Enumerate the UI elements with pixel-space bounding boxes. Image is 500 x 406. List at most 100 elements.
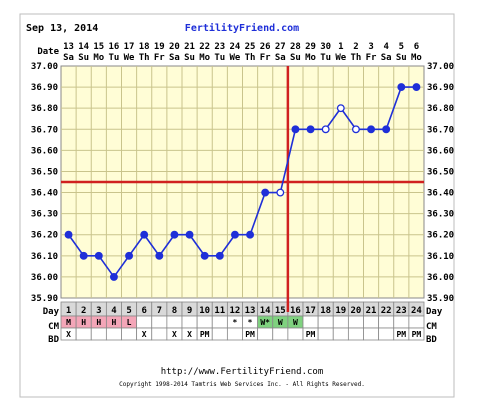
day-number: 17 [305,306,316,316]
date-label: 3 [368,42,373,52]
day-row-label-right: Day [426,307,443,317]
weekday-label: Th [139,53,150,63]
coverline-group [61,66,424,312]
cm-value: H [96,318,101,327]
day-number: 9 [187,306,192,316]
y-tick-label: 36.80 [427,104,454,114]
bd-cell [90,327,107,341]
bd-cell [272,327,289,341]
weekday-label: We [335,53,346,63]
date-label: 14 [78,42,89,52]
cm-value: W [278,318,283,327]
weekday-label: Tu [109,53,120,63]
day-number: 2 [81,306,86,316]
date-label: 23 [214,42,225,52]
date-label: 30 [320,42,331,52]
bd-cell [226,327,243,341]
date-label: 13 [63,42,74,52]
day-number: 23 [396,306,407,316]
cm-value: W [293,318,298,327]
cm-cell [166,315,183,329]
y-tick-label: 36.50 [427,167,454,177]
date-label: 1 [338,42,343,52]
bd-cell [151,327,168,341]
bd-cell [317,327,334,341]
weekday-label: Fr [154,53,165,63]
weekday-label: Sa [63,53,74,63]
day-number: 14 [260,306,271,316]
day-number: 19 [335,306,346,316]
bd-cell [257,327,274,341]
weekday-label: Su [184,53,195,63]
date-label: 28 [290,42,301,52]
y-tick-label: 36.80 [31,104,58,114]
date-label: 2 [353,42,358,52]
weekday-label: Mo [93,53,104,63]
weekday-label: Tu [214,53,225,63]
temperature-point [351,125,360,134]
cm-cell [196,315,213,329]
temperature-point [306,125,315,134]
date-label: 6 [414,42,419,52]
temperature-point [412,83,421,92]
y-tick-label: 37.00 [427,62,454,72]
y-tick-label: 36.60 [427,146,454,156]
temperature-point [79,251,88,260]
weekday-label: Tu [320,53,331,63]
temperature-point [276,188,285,197]
bd-value: PM [306,330,316,339]
date-label: 26 [260,42,271,52]
temperature-point [125,251,134,260]
y-axis-left: 37.00 36.90 36.80 36.70 36.60 36.50 36.40 36.30… [31,62,58,304]
day-number: 15 [275,306,286,316]
date-label: 29 [305,42,316,52]
cm-value: H [81,318,86,327]
y-tick-label: 35.90 [427,294,454,304]
weekday-label: Mo [305,53,316,63]
date-row-label: Date [37,47,59,57]
temperature-point [291,125,300,134]
date-label: 25 [245,42,256,52]
bd-value: X [66,330,71,339]
day-number: 8 [172,306,177,316]
date-label: 18 [139,42,150,52]
day-number: 11 [214,306,225,316]
cm-value: W* [260,318,270,327]
temperature-point [397,83,406,92]
y-tick-label: 35.90 [31,294,58,304]
date-label: 27 [275,42,286,52]
cm-cell [181,315,198,329]
horizontal-grid [61,86,424,278]
weekday-label: Fr [260,53,271,63]
y-tick-label: 36.20 [31,231,58,241]
bd-row-label-right: BD [426,335,437,345]
weekday-label: We [230,53,241,63]
cm-cell [151,315,168,329]
weekday-label: Su [396,53,407,63]
day-number: 1 [66,306,71,316]
weekday-label: Su [78,53,89,63]
day-number: 16 [290,306,301,316]
cm-value: H [112,318,117,327]
day-number: 10 [199,306,210,316]
day-number: 22 [381,306,392,316]
weekday-label: Th [245,53,256,63]
bd-cell [121,327,138,341]
header-brand-link[interactable]: FertilityFriend.com [185,22,299,34]
cm-cell [136,315,153,329]
cm-row-label: CM [48,322,59,332]
cm-value: L [127,318,132,327]
bd-cell [75,327,92,341]
date-label: 16 [109,42,120,52]
cm-cell [317,315,334,329]
temperature-series [64,83,421,281]
weekday-label: Mo [411,53,422,63]
bd-cell [347,327,364,341]
date-label: 20 [169,42,180,52]
weekday-label: Sa [381,53,392,63]
footer-url-link[interactable]: http://www.FertilityFriend.com [161,367,324,377]
y-axis-right: 37.00 36.90 36.80 36.70 36.60 36.50 36.40 36.30… [427,62,454,304]
bd-cell [378,327,395,341]
temperature-point [200,251,209,260]
date-label: 24 [230,42,241,52]
